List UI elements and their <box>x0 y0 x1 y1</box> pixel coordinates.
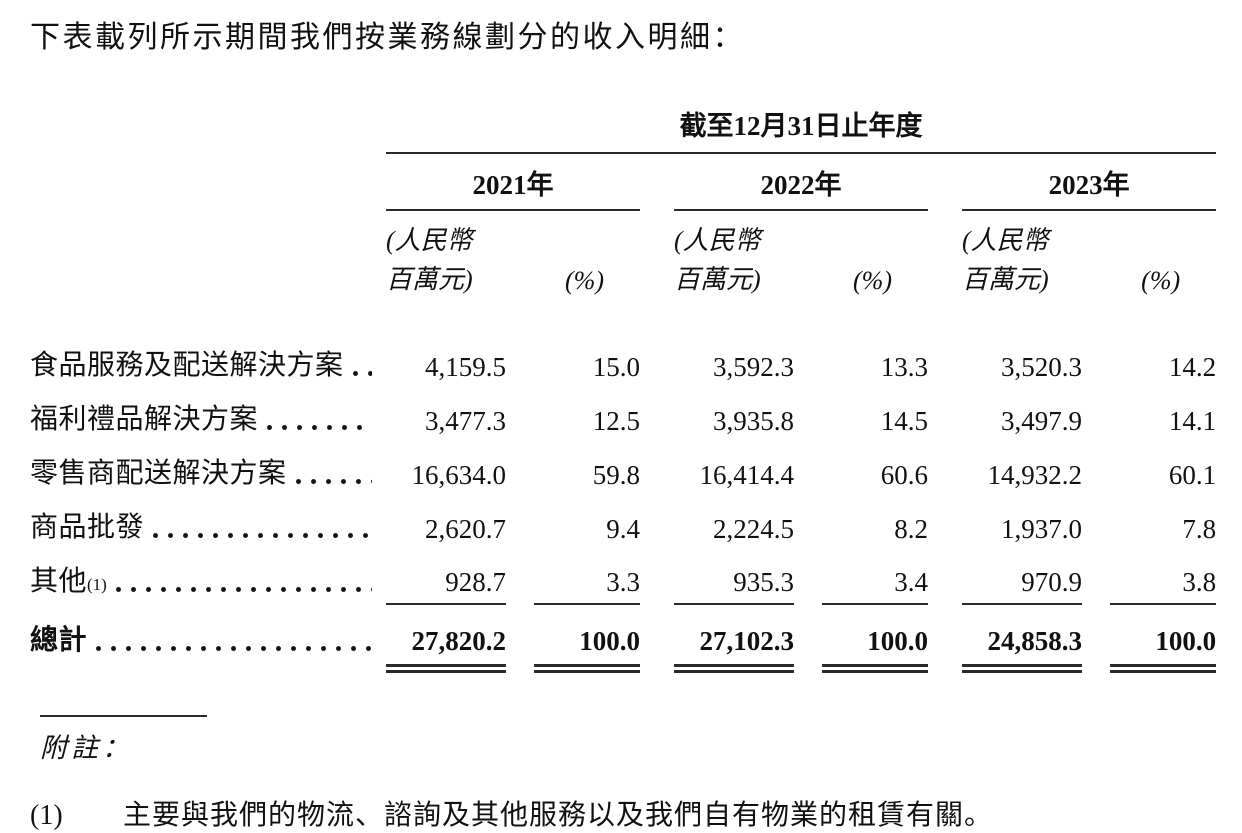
percent-2021: 9.4 <box>606 514 640 544</box>
percent-2021: 3.3 <box>606 567 640 597</box>
row-label: 食品服務及配送解決方案 <box>30 350 344 381</box>
row-label: 福利禮品解決方案 <box>30 404 259 435</box>
amount-2023: 3,497.9 <box>1001 406 1082 436</box>
percent-header-2023: (%) <box>1141 266 1181 295</box>
percent-2022: 8.2 <box>894 514 928 544</box>
percent-2022: 60.6 <box>880 460 928 490</box>
row-label: 其他 <box>30 566 88 597</box>
period-header: 截至12月31日止年度 <box>386 104 1217 154</box>
percent-2021: 12.5 <box>592 406 640 436</box>
amount-2021: 16,634.0 <box>411 460 507 490</box>
year-header-2022: 2022年 <box>674 153 928 211</box>
amount-2021: 2,620.7 <box>425 514 506 544</box>
table-row-food-service: 食品服務及配送解決方案 4,159.5 15.0 3,592.3 13.3 3,… <box>30 334 1216 388</box>
table-row-welfare-gifts: 福利禮品解決方案 3,477.3 12.5 3,935.8 14.5 3,497… <box>30 388 1216 442</box>
unit-label-2023-line2: 百萬元) <box>962 265 1049 294</box>
unit-header-row-2: 百萬元) (%) 百萬元) (%) 百萬元) (%) <box>30 257 1216 296</box>
amount-2022: 3,592.3 <box>713 352 794 382</box>
intro-text: 下表載列所示期間我們按業務線劃分的收入明細： <box>30 21 745 54</box>
year-header-2021: 2021年 <box>386 153 640 211</box>
percent-2022: 3.4 <box>894 567 928 597</box>
table-row-others: 其他 (1) 928.7 3.3 935.3 3.4 970.9 3.8 <box>30 550 1216 604</box>
notes-section: 附註： (1) 主要與我們的物流、諮詢及其他服務以及我們自有物業的租賃有關。 <box>30 714 1216 833</box>
footnote-marker: (1) <box>30 799 63 831</box>
amount-2021: 4,159.5 <box>425 352 506 382</box>
percent-2023: 7.8 <box>1182 514 1217 544</box>
percent-2023: 14.2 <box>1168 352 1217 382</box>
percent-2021: 15.0 <box>592 352 640 382</box>
table-row-merchandise-wholesale: 商品批發 2,620.7 9.4 2,224.5 8.2 1,937.0 7.8 <box>30 496 1216 550</box>
total-label: 總計 <box>30 625 88 656</box>
dot-leader <box>96 646 372 651</box>
total-percent-2021: 100.0 <box>534 603 640 673</box>
unit-label-2021-line1: (人民幣 <box>386 226 473 255</box>
percent-header-2021: (%) <box>565 266 604 295</box>
amount-2022: 935.3 <box>733 567 794 597</box>
dot-leader <box>295 479 372 484</box>
total-percent-2023: 100.0 <box>1110 603 1217 673</box>
notes-heading: 附註： <box>40 732 133 763</box>
unit-label-2022-line2: 百萬元) <box>674 265 761 294</box>
revenue-by-business-line-table: 截至12月31日止年度 2021年 2022年 2023年 (人民幣 (人民幣 … <box>30 104 1217 673</box>
amount-2023: 970.9 <box>1021 567 1082 597</box>
percent-2022: 14.5 <box>880 406 928 436</box>
unit-label-2023-line1: (人民幣 <box>962 226 1049 255</box>
dot-leader <box>267 425 372 430</box>
percent-2022: 13.3 <box>880 352 928 382</box>
row-label: 商品批發 <box>30 512 145 543</box>
amount-2022: 3,935.8 <box>713 406 794 436</box>
amount-2021: 928.7 <box>445 567 506 597</box>
total-amount-2022: 27,102.3 <box>674 603 794 673</box>
table-row-retailer-distribution: 零售商配送解決方案 16,634.0 59.8 16,414.4 60.6 14… <box>30 442 1216 496</box>
amount-2022: 2,224.5 <box>713 514 794 544</box>
total-percent-2022: 100.0 <box>822 603 928 673</box>
percent-2023: 60.1 <box>1168 460 1217 490</box>
percent-2023: 14.1 <box>1168 406 1217 436</box>
total-amount-2021: 27,820.2 <box>386 603 506 673</box>
table-row-total: 總計 27,820.2 100.0 27,102.3 100.0 24,858.… <box>30 603 1217 673</box>
total-amount-2023: 24,858.3 <box>962 603 1082 673</box>
dot-leader <box>115 587 372 592</box>
amount-2021: 3,477.3 <box>425 406 506 436</box>
dot-leader <box>153 533 372 538</box>
unit-label-2022-line1: (人民幣 <box>674 226 761 255</box>
percent-2021: 59.8 <box>592 460 640 490</box>
footnote-1: (1) 主要與我們的物流、諮詢及其他服務以及我們自有物業的租賃有關。 <box>30 793 1216 833</box>
dot-leader <box>352 371 372 376</box>
period-header-row: 截至12月31日止年度 <box>30 104 1217 154</box>
amount-2023: 14,932.2 <box>987 460 1083 490</box>
year-header-2023: 2023年 <box>962 153 1217 211</box>
header-body-spacer <box>30 296 1216 334</box>
amount-2022: 16,414.4 <box>699 460 795 490</box>
unit-header-row-1: (人民幣 (人民幣 (人民幣 <box>30 210 1216 257</box>
row-label: 零售商配送解決方案 <box>30 458 287 489</box>
unit-label-2021-line2: 百萬元) <box>386 265 473 294</box>
notes-divider-rule <box>40 714 207 717</box>
footnote-text: 主要與我們的物流、諮詢及其他服務以及我們自有物業的租賃有關。 <box>123 799 994 831</box>
amount-2023: 1,937.0 <box>1001 514 1082 544</box>
percent-header-2022: (%) <box>853 266 892 295</box>
year-header-row: 2021年 2022年 2023年 <box>30 153 1217 211</box>
amount-2023: 3,520.3 <box>1001 352 1082 382</box>
percent-2023: 3.8 <box>1182 567 1217 597</box>
